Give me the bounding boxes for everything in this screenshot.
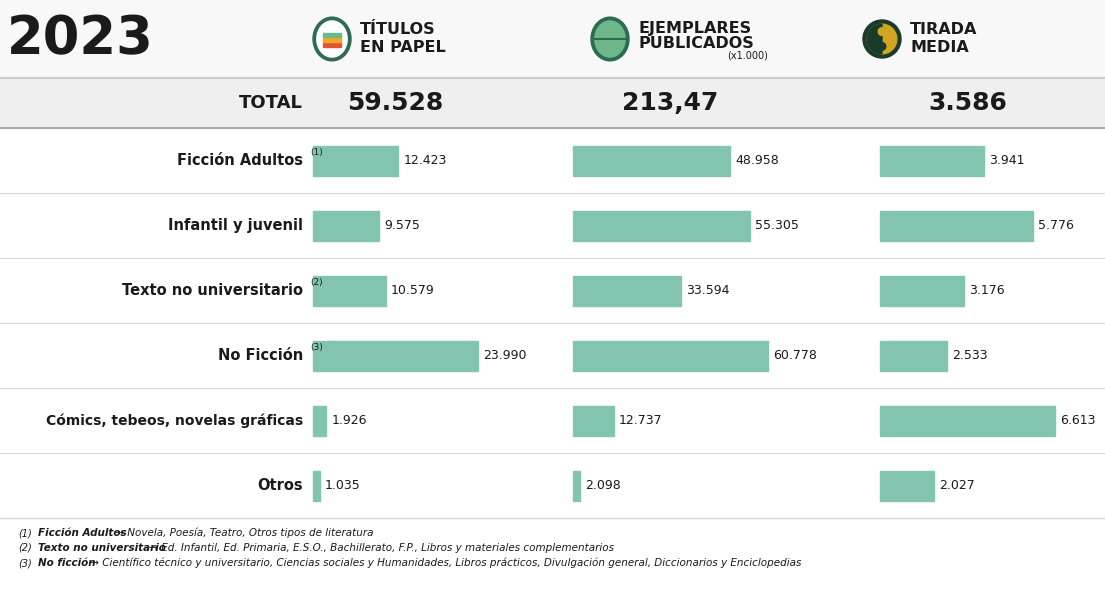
Text: (x1.000): (x1.000) — [727, 50, 768, 60]
Bar — [313, 210, 379, 241]
Text: 10.579: 10.579 — [391, 284, 434, 297]
Circle shape — [878, 43, 886, 50]
Text: 5.776: 5.776 — [1038, 219, 1074, 232]
Text: 1.926: 1.926 — [332, 414, 367, 427]
Text: 55.305: 55.305 — [756, 219, 799, 232]
Text: Texto no universitario: Texto no universitario — [122, 283, 303, 298]
Text: (2): (2) — [18, 543, 32, 553]
Ellipse shape — [594, 21, 625, 57]
Text: (1): (1) — [311, 148, 323, 157]
Bar — [573, 210, 750, 241]
Bar — [313, 275, 386, 306]
Bar — [573, 470, 580, 501]
Text: Infantil y juvenil: Infantil y juvenil — [168, 218, 303, 233]
Text: 33.594: 33.594 — [686, 284, 729, 297]
Bar — [313, 405, 326, 436]
Text: (3): (3) — [18, 558, 32, 568]
Bar — [880, 210, 1033, 241]
Bar — [313, 470, 320, 501]
Text: (3): (3) — [311, 343, 323, 352]
Text: Cómics, tebeos, novelas gráficas: Cómics, tebeos, novelas gráficas — [46, 413, 303, 428]
Bar — [323, 43, 341, 47]
Text: (1): (1) — [18, 528, 32, 538]
Text: EN PAPEL: EN PAPEL — [360, 40, 445, 54]
Text: → Ed. Infantil, Ed. Primaria, E.S.O., Bachillerato, F.P., Libros y materiales co: → Ed. Infantil, Ed. Primaria, E.S.O., Ba… — [146, 543, 613, 553]
Bar — [313, 340, 478, 371]
Bar — [313, 145, 399, 176]
Text: 12.423: 12.423 — [403, 154, 446, 167]
Text: Texto no universitario: Texto no universitario — [38, 543, 166, 553]
Ellipse shape — [591, 17, 629, 61]
Text: Ficción Adultos: Ficción Adultos — [177, 153, 303, 168]
Bar — [573, 145, 730, 176]
Bar — [323, 33, 341, 37]
Bar — [880, 340, 947, 371]
Text: 3.586: 3.586 — [928, 91, 1007, 115]
Text: TOTAL: TOTAL — [239, 94, 303, 112]
Bar — [880, 145, 985, 176]
Text: → Científico técnico y universitario, Ciencias sociales y Humanidades, Libros pr: → Científico técnico y universitario, Ci… — [87, 558, 801, 569]
Text: 6.613: 6.613 — [1060, 414, 1095, 427]
Text: → Novela, Poesía, Teatro, Otros tipos de literatura: → Novela, Poesía, Teatro, Otros tipos de… — [112, 528, 373, 538]
Text: 23.990: 23.990 — [483, 349, 526, 362]
Bar — [880, 470, 934, 501]
Text: EJEMPLARES: EJEMPLARES — [638, 21, 751, 37]
Text: No ficción: No ficción — [38, 558, 96, 568]
Wedge shape — [867, 24, 882, 54]
Text: 2.027: 2.027 — [938, 479, 975, 492]
Text: 1.035: 1.035 — [325, 479, 361, 492]
Text: 3.941: 3.941 — [989, 154, 1024, 167]
Text: 59.528: 59.528 — [347, 91, 443, 115]
Bar — [323, 37, 341, 41]
Text: 213,47: 213,47 — [622, 91, 718, 115]
Text: 48.958: 48.958 — [735, 154, 779, 167]
Text: TÍTULOS: TÍTULOS — [360, 21, 435, 37]
Bar — [880, 275, 964, 306]
Circle shape — [878, 28, 886, 35]
Text: TIRADA: TIRADA — [911, 21, 978, 37]
Ellipse shape — [313, 17, 351, 61]
Text: No Ficción: No Ficción — [218, 348, 303, 363]
Text: 2.533: 2.533 — [953, 349, 988, 362]
Text: 12.737: 12.737 — [619, 414, 663, 427]
Text: 3.176: 3.176 — [969, 284, 1004, 297]
Text: 9.575: 9.575 — [383, 219, 420, 232]
Text: PUBLICADOS: PUBLICADOS — [638, 37, 754, 51]
Circle shape — [867, 24, 897, 54]
Bar — [880, 405, 1055, 436]
Ellipse shape — [317, 21, 347, 57]
Bar — [573, 405, 614, 436]
Text: 2023: 2023 — [7, 13, 154, 65]
Text: Ficción Adultos: Ficción Adultos — [38, 528, 127, 538]
Circle shape — [863, 20, 901, 58]
Text: Otros: Otros — [257, 478, 303, 493]
Text: (2): (2) — [311, 278, 323, 287]
Text: 60.778: 60.778 — [774, 349, 817, 362]
Text: 2.098: 2.098 — [585, 479, 621, 492]
Bar — [573, 275, 681, 306]
Text: MEDIA: MEDIA — [911, 40, 969, 54]
Bar — [573, 340, 768, 371]
